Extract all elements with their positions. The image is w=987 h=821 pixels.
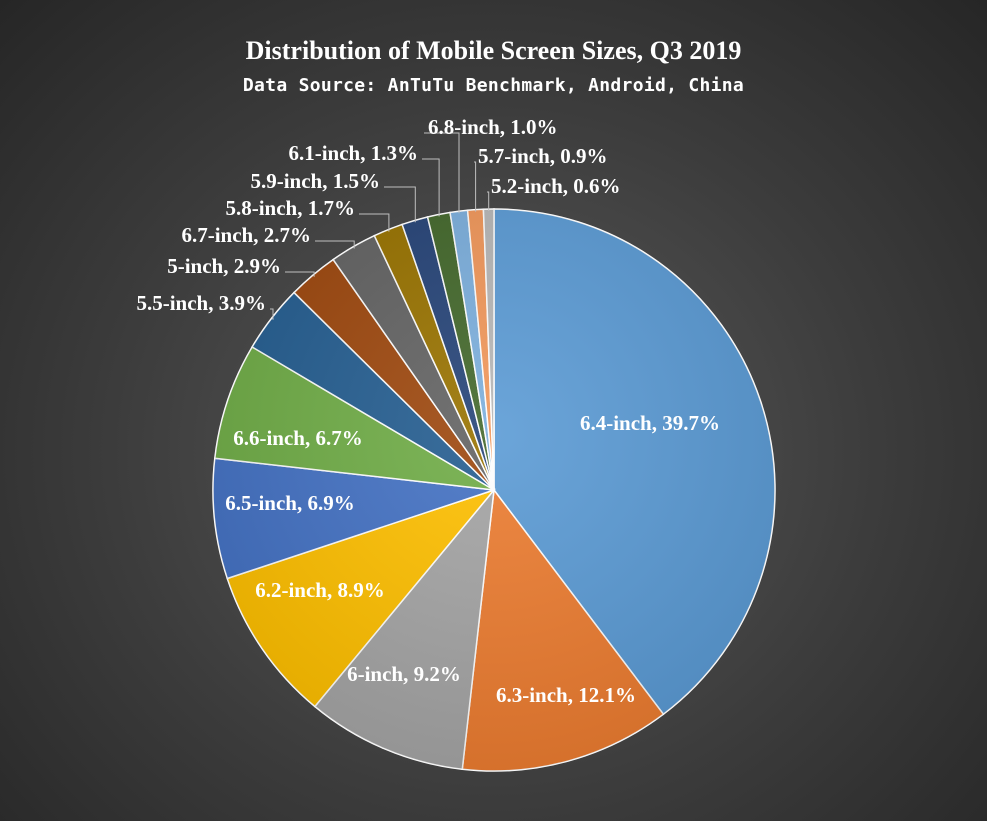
leader-line xyxy=(487,191,490,211)
slice-label: 5.8-inch, 1.7% xyxy=(225,196,355,220)
leader-line xyxy=(474,161,477,212)
leader-line xyxy=(315,240,355,249)
slice-label: 6.5-inch, 6.9% xyxy=(225,491,355,515)
leader-line xyxy=(424,132,460,214)
leader-line xyxy=(285,271,315,277)
leader-line xyxy=(422,158,440,217)
slice-label: 5.7-inch, 0.9% xyxy=(478,144,608,168)
slice-label: 6-inch, 9.2% xyxy=(347,662,461,686)
slice-label: 6.2-inch, 8.9% xyxy=(255,578,385,602)
leader-line xyxy=(359,213,390,232)
slice-label: 6.3-inch, 12.1% xyxy=(496,683,636,707)
slice-label: 5-inch, 2.9% xyxy=(167,254,281,278)
slice-label: 6.6-inch, 6.7% xyxy=(233,426,363,450)
leader-line xyxy=(384,186,416,223)
leader-line xyxy=(270,308,274,320)
slice-label: 5.9-inch, 1.5% xyxy=(250,169,380,193)
chart-subtitle: Data Source: AnTuTu Benchmark, Android, … xyxy=(242,75,745,96)
slice-label: 6.8-inch, 1.0% xyxy=(428,115,558,139)
slice-label: 6.1-inch, 1.3% xyxy=(288,141,418,165)
slice-label: 6.7-inch, 2.7% xyxy=(181,223,311,247)
chart-title: Distribution of Mobile Screen Sizes, Q3 … xyxy=(245,36,742,65)
slice-label: 5.2-inch, 0.6% xyxy=(491,174,621,198)
slice-label: 6.4-inch, 39.7% xyxy=(580,411,720,435)
slice-label: 5.5-inch, 3.9% xyxy=(136,291,266,315)
